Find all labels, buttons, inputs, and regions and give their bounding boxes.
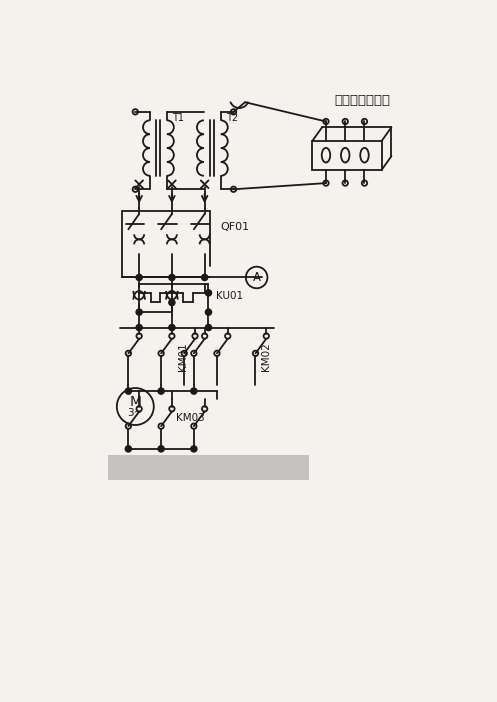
Circle shape — [191, 446, 197, 452]
Circle shape — [158, 446, 164, 452]
Circle shape — [205, 309, 212, 315]
Circle shape — [246, 267, 267, 289]
Circle shape — [205, 324, 212, 331]
Circle shape — [125, 446, 131, 452]
Circle shape — [158, 388, 164, 395]
Text: T2: T2 — [226, 112, 238, 123]
Text: KM02: KM02 — [261, 342, 271, 371]
Bar — [108, 455, 309, 479]
Text: M: M — [129, 395, 141, 409]
Text: 电机综合保护器: 电机综合保护器 — [334, 94, 391, 107]
Circle shape — [169, 300, 175, 305]
Circle shape — [117, 388, 154, 425]
Text: T1: T1 — [172, 112, 184, 123]
Circle shape — [205, 290, 212, 296]
Circle shape — [125, 388, 131, 395]
Circle shape — [191, 388, 197, 395]
Text: KM03: KM03 — [176, 413, 204, 423]
Text: 3~: 3~ — [128, 408, 143, 418]
Circle shape — [169, 274, 175, 281]
Circle shape — [136, 324, 142, 331]
Circle shape — [202, 274, 208, 281]
Text: KM01: KM01 — [178, 342, 188, 371]
Circle shape — [136, 309, 142, 315]
Circle shape — [136, 274, 142, 281]
Bar — [313, 140, 382, 170]
Text: A: A — [252, 271, 260, 284]
Text: QF01: QF01 — [220, 223, 249, 232]
Text: KU01: KU01 — [216, 291, 244, 301]
Circle shape — [169, 324, 175, 331]
